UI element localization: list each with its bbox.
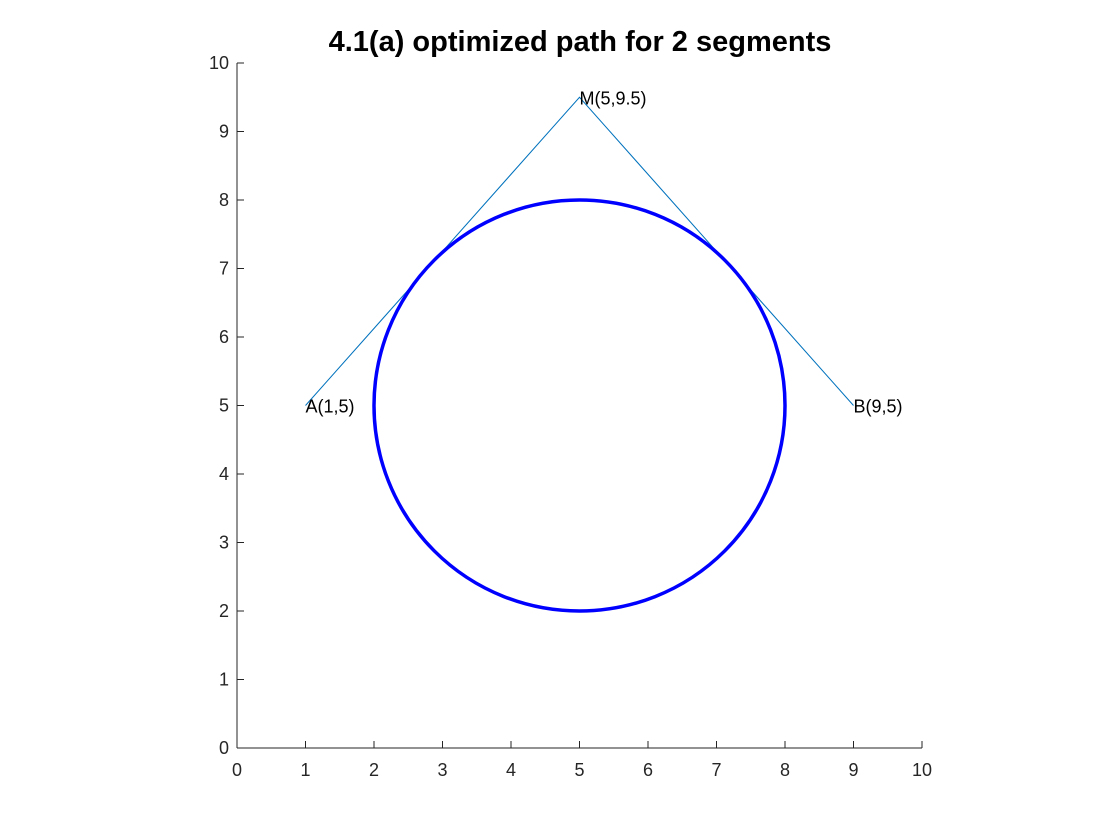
y-tick-label: 0: [219, 738, 229, 758]
chart-title: 4.1(a) optimized path for 2 segments: [329, 26, 832, 58]
y-axis-ticks: 0 1 2 3 4 5 6 7 8 9 10: [209, 53, 244, 758]
annotation-layer: A(1,5) M(5,9.5) B(9,5): [306, 88, 903, 416]
y-tick-label: 3: [219, 533, 229, 553]
y-tick-label: 9: [219, 122, 229, 142]
x-tick-label: 6: [643, 760, 653, 780]
y-tick-label: 4: [219, 464, 229, 484]
x-tick-label: 7: [711, 760, 721, 780]
plot-area: 0 1 2 3 4 5 6 7 8 9 10 0 1 2 3 4 5 6 7 8 9 10 A(1,5) M(5,9.5)…: [209, 53, 932, 780]
x-tick-label: 0: [232, 760, 242, 780]
point-label: M(5,9.5): [580, 88, 647, 108]
y-tick-label: 8: [219, 190, 229, 210]
x-tick-label: 8: [780, 760, 790, 780]
x-tick-label: 10: [912, 760, 932, 780]
y-tick-label: 1: [219, 670, 229, 690]
x-tick-label: 4: [506, 760, 516, 780]
path-line: [305, 96, 854, 406]
y-tick-label: 10: [209, 53, 229, 73]
y-tick-label: 2: [219, 601, 229, 621]
y-tick-label: 7: [219, 259, 229, 279]
obstacle-circle: [372, 198, 787, 613]
x-tick-label: 1: [300, 760, 310, 780]
point-label: B(9,5): [854, 397, 903, 417]
point-label: A(1,5): [306, 397, 355, 417]
x-tick-label: 5: [574, 760, 584, 780]
x-tick-label: 3: [437, 760, 447, 780]
x-tick-label: 2: [369, 760, 379, 780]
x-tick-label: 9: [848, 760, 858, 780]
x-axis-ticks: 0 1 2 3 4 5 6 7 8 9 10: [232, 741, 932, 780]
y-tick-label: 5: [219, 396, 229, 416]
y-tick-label: 6: [219, 327, 229, 347]
series-layer: [305, 96, 854, 613]
